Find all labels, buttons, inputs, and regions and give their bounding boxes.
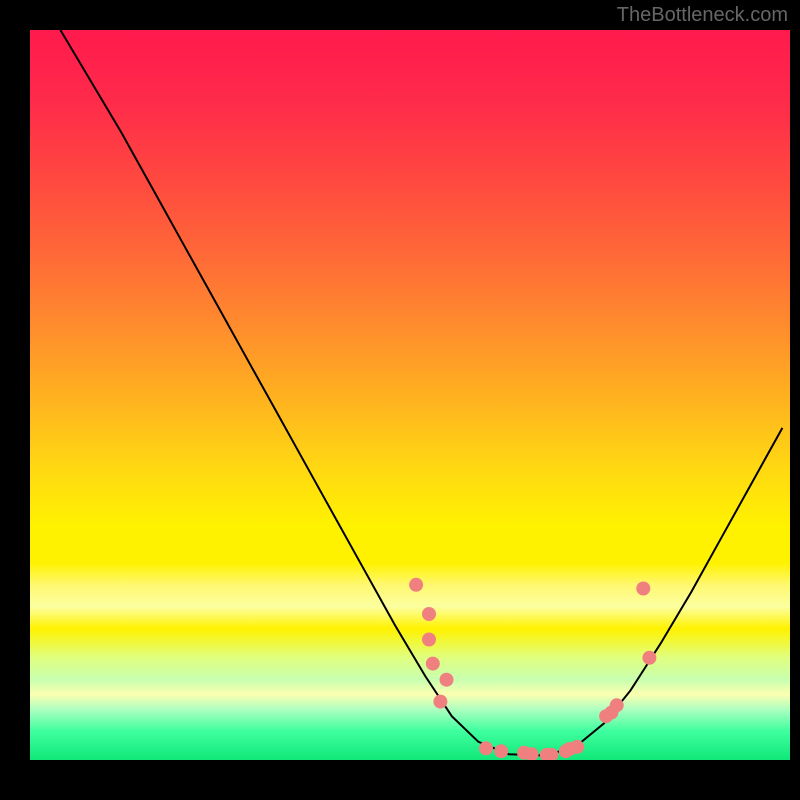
data-marker bbox=[479, 741, 493, 755]
data-marker bbox=[570, 740, 584, 754]
data-marker bbox=[433, 695, 447, 709]
bottleneck-curve bbox=[30, 30, 790, 760]
data-marker bbox=[409, 578, 423, 592]
data-marker bbox=[440, 673, 454, 687]
data-marker bbox=[422, 607, 436, 621]
data-marker bbox=[422, 633, 436, 647]
attribution-text: TheBottleneck.com bbox=[617, 4, 788, 27]
data-marker bbox=[494, 744, 508, 758]
curve-line bbox=[60, 30, 782, 756]
data-marker bbox=[636, 582, 650, 596]
chart-plot-area bbox=[30, 30, 790, 760]
data-marker bbox=[610, 698, 624, 712]
data-marker bbox=[642, 651, 656, 665]
data-marker bbox=[426, 657, 440, 671]
curve-markers bbox=[409, 578, 656, 760]
